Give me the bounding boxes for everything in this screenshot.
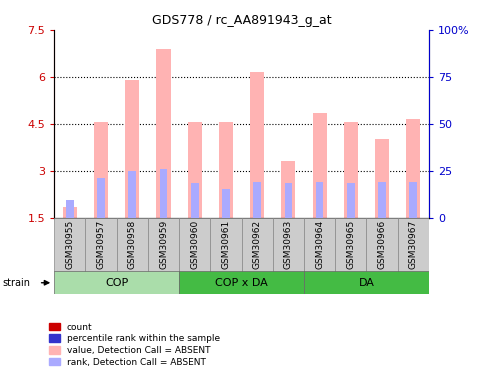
Bar (179, 217, 211, 272)
Bar (148, 217, 179, 272)
Bar (224, 215, 228, 217)
Bar (304, 217, 335, 272)
Bar (211, 217, 242, 272)
Bar (99, 215, 103, 217)
Text: DA: DA (358, 278, 374, 288)
Text: GSM30961: GSM30961 (221, 220, 230, 270)
Text: GSM30957: GSM30957 (97, 220, 106, 270)
Bar (318, 215, 321, 217)
Bar (398, 217, 429, 272)
Bar (191, 183, 199, 218)
Bar (255, 215, 259, 217)
Text: GSM30966: GSM30966 (378, 220, 387, 270)
Bar (128, 171, 136, 217)
Bar (273, 217, 304, 272)
Bar (409, 182, 417, 218)
Bar (97, 178, 105, 218)
Title: GDS778 / rc_AA891943_g_at: GDS778 / rc_AA891943_g_at (152, 15, 331, 27)
Text: GSM30955: GSM30955 (66, 220, 74, 270)
Bar (222, 189, 230, 217)
Bar (313, 113, 327, 218)
Bar (253, 182, 261, 218)
Bar (162, 215, 165, 217)
Bar (286, 215, 290, 217)
Bar (366, 217, 398, 272)
Bar (66, 200, 74, 217)
Legend: count, percentile rank within the sample, value, Detection Call = ABSENT, rank, : count, percentile rank within the sample… (49, 322, 220, 367)
Bar (344, 122, 358, 218)
Bar (412, 215, 415, 217)
Bar (156, 49, 171, 217)
Bar (335, 217, 366, 272)
Bar (304, 271, 429, 294)
Bar (282, 161, 295, 218)
Bar (349, 215, 352, 217)
Text: GSM30965: GSM30965 (347, 220, 355, 270)
Text: GSM30960: GSM30960 (190, 220, 199, 270)
Bar (380, 215, 384, 217)
Bar (188, 122, 202, 218)
Text: GSM30958: GSM30958 (128, 220, 137, 270)
Bar (131, 214, 134, 217)
Text: COP x DA: COP x DA (215, 278, 268, 288)
Bar (94, 122, 108, 218)
Bar (316, 182, 323, 218)
Bar (54, 271, 179, 294)
Text: GSM30964: GSM30964 (315, 220, 324, 269)
Bar (378, 182, 386, 218)
Bar (219, 122, 233, 218)
Text: GSM30967: GSM30967 (409, 220, 418, 270)
Text: GSM30962: GSM30962 (253, 220, 262, 269)
Bar (68, 214, 71, 217)
Text: GSM30963: GSM30963 (284, 220, 293, 270)
Bar (117, 217, 148, 272)
Bar (179, 271, 304, 294)
Bar (193, 215, 197, 217)
Text: COP: COP (105, 278, 128, 288)
Bar (63, 207, 77, 218)
Text: GSM30959: GSM30959 (159, 220, 168, 270)
Text: strain: strain (2, 278, 31, 288)
Bar (284, 183, 292, 218)
Bar (375, 140, 389, 218)
Bar (242, 217, 273, 272)
Bar (125, 80, 140, 218)
Bar (160, 169, 168, 217)
Bar (250, 72, 264, 217)
Bar (406, 119, 421, 218)
Bar (85, 217, 117, 272)
Bar (54, 217, 85, 272)
Bar (347, 183, 355, 218)
